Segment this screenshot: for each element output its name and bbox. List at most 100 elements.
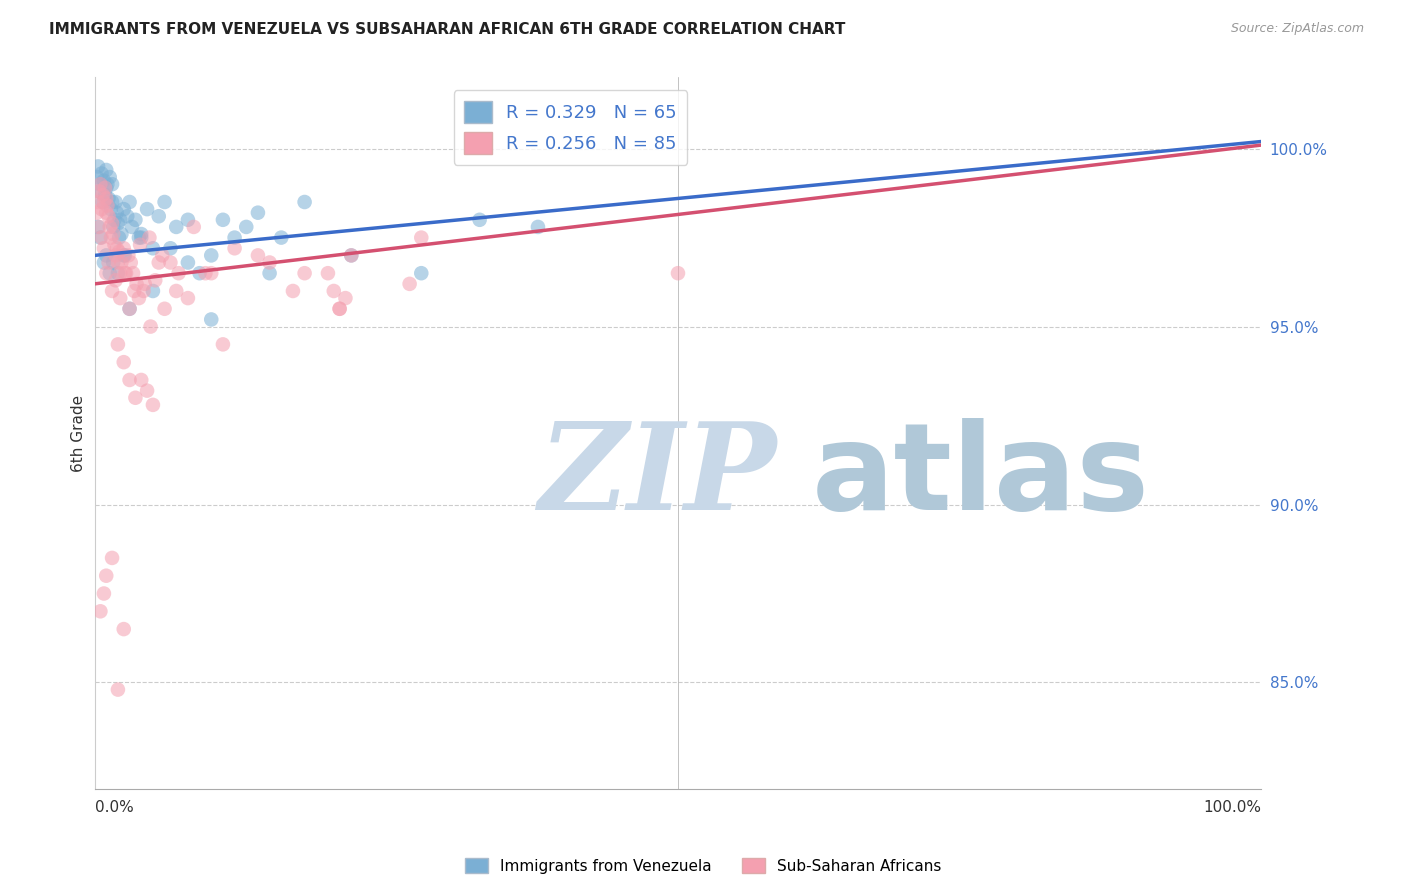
Text: ZIP: ZIP xyxy=(538,417,776,535)
Point xyxy=(235,219,257,234)
Point xyxy=(94,187,117,202)
Point xyxy=(129,237,152,252)
Point xyxy=(128,230,150,244)
Point xyxy=(93,586,115,600)
Point xyxy=(97,209,120,223)
Point xyxy=(122,284,145,298)
Point xyxy=(96,205,118,219)
Point xyxy=(96,191,118,205)
Point xyxy=(87,219,110,234)
Point xyxy=(104,248,127,262)
Point xyxy=(148,255,170,269)
Point xyxy=(340,248,363,262)
Point xyxy=(136,202,159,216)
Point xyxy=(134,277,156,291)
Point xyxy=(200,266,222,280)
Point xyxy=(128,291,150,305)
Point xyxy=(212,212,235,227)
Point xyxy=(270,230,292,244)
Point xyxy=(98,170,121,185)
Point xyxy=(97,255,120,269)
Point xyxy=(259,266,281,280)
Point xyxy=(129,227,152,241)
Point xyxy=(212,337,235,351)
Point xyxy=(104,194,127,209)
Point xyxy=(132,284,155,298)
Point xyxy=(165,284,187,298)
Point xyxy=(87,194,110,209)
Point xyxy=(89,219,111,234)
Point xyxy=(112,622,135,636)
Point xyxy=(101,550,124,565)
Point xyxy=(101,194,124,209)
Point xyxy=(142,284,165,298)
Point xyxy=(129,230,152,244)
Point xyxy=(183,219,205,234)
Point xyxy=(93,255,115,269)
Point xyxy=(329,301,352,316)
Point xyxy=(148,209,170,223)
Point xyxy=(117,209,139,223)
Point xyxy=(108,244,131,259)
Point xyxy=(108,230,131,244)
Point xyxy=(100,230,122,244)
Point xyxy=(110,227,132,241)
Text: IMMIGRANTS FROM VENEZUELA VS SUBSAHARAN AFRICAN 6TH GRADE CORRELATION CHART: IMMIGRANTS FROM VENEZUELA VS SUBSAHARAN … xyxy=(49,22,845,37)
Point xyxy=(93,174,115,188)
Point xyxy=(114,266,136,280)
Point xyxy=(86,170,108,185)
Point xyxy=(89,184,111,198)
Point xyxy=(398,277,420,291)
Point xyxy=(107,337,129,351)
Point xyxy=(188,266,211,280)
Point xyxy=(124,391,146,405)
Point xyxy=(177,291,200,305)
Point xyxy=(115,266,138,280)
Point xyxy=(122,266,145,280)
Point xyxy=(107,255,129,269)
Point xyxy=(112,241,135,255)
Point xyxy=(101,178,124,192)
Point xyxy=(93,194,115,209)
Point xyxy=(118,301,141,316)
Point xyxy=(86,205,108,219)
Point xyxy=(96,163,118,178)
Point xyxy=(107,682,129,697)
Point xyxy=(89,184,111,198)
Point xyxy=(200,312,222,326)
Text: Source: ZipAtlas.com: Source: ZipAtlas.com xyxy=(1230,22,1364,36)
Point xyxy=(281,284,304,298)
Point xyxy=(91,194,114,209)
Point xyxy=(322,284,344,298)
Point xyxy=(246,248,269,262)
Point xyxy=(90,230,112,244)
Point xyxy=(224,230,246,244)
Point xyxy=(112,202,135,216)
Point xyxy=(124,212,146,227)
Point xyxy=(153,194,176,209)
Point xyxy=(118,194,141,209)
Point xyxy=(103,227,125,241)
Point xyxy=(294,194,316,209)
Text: 0.0%: 0.0% xyxy=(94,800,134,815)
Point xyxy=(666,266,689,280)
Point xyxy=(110,266,132,280)
Point xyxy=(125,277,148,291)
Point xyxy=(120,255,142,269)
Point xyxy=(107,216,129,230)
Point xyxy=(159,255,181,269)
Point xyxy=(110,255,132,269)
Point xyxy=(90,202,112,216)
Point xyxy=(142,241,165,255)
Point xyxy=(100,202,122,216)
Point xyxy=(101,284,124,298)
Point xyxy=(89,604,111,618)
Point xyxy=(87,160,110,174)
Point xyxy=(91,187,114,202)
Point xyxy=(112,248,135,262)
Point xyxy=(150,248,173,262)
Point xyxy=(105,241,128,255)
Point xyxy=(224,241,246,255)
Point xyxy=(107,266,129,280)
Point xyxy=(105,205,128,219)
